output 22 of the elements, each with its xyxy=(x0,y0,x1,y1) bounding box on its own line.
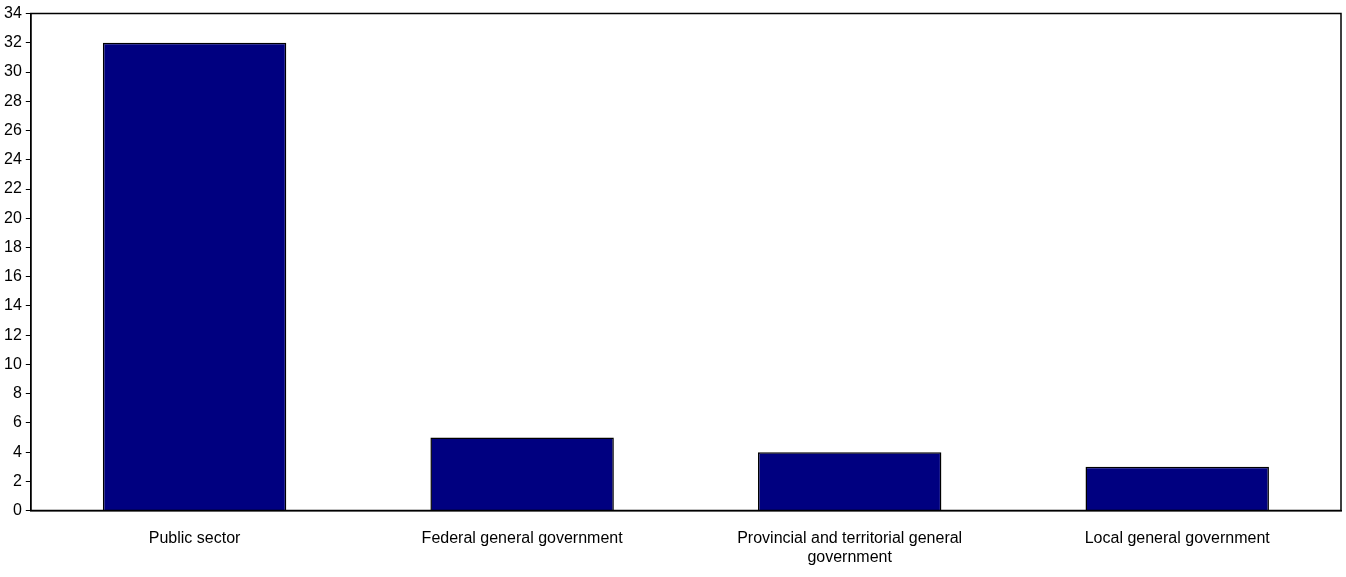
y-tick-label: 12 xyxy=(4,325,22,343)
y-tick-label: 28 xyxy=(4,91,22,109)
x-tick-label: Provincial and territorial general government xyxy=(737,528,963,565)
y-tick-label: 8 xyxy=(12,384,22,402)
y-tick-label: 22 xyxy=(4,179,22,197)
y-tick-label: 16 xyxy=(4,267,22,285)
y-tick-label: 30 xyxy=(4,62,22,80)
y-tick-label: 26 xyxy=(4,120,22,138)
y-tick-label: 14 xyxy=(4,296,22,314)
y-tick-label: 10 xyxy=(4,354,22,372)
x-tick-label: Federal general government xyxy=(421,528,624,546)
y-tick-label: 34 xyxy=(4,4,22,22)
y-tick-label: 0 xyxy=(12,501,22,519)
y-tick-label: 24 xyxy=(4,150,22,168)
y-tick-label: 32 xyxy=(4,33,22,51)
x-tick-label: Local general government xyxy=(1084,528,1271,546)
y-tick-label: 2 xyxy=(12,471,22,489)
y-tick-label: 6 xyxy=(12,413,22,431)
y-tick-label: 4 xyxy=(12,442,22,460)
y-tick-label: 18 xyxy=(4,237,22,255)
x-tick-label: Public sector xyxy=(148,528,242,546)
y-tick-label: 20 xyxy=(4,208,22,226)
